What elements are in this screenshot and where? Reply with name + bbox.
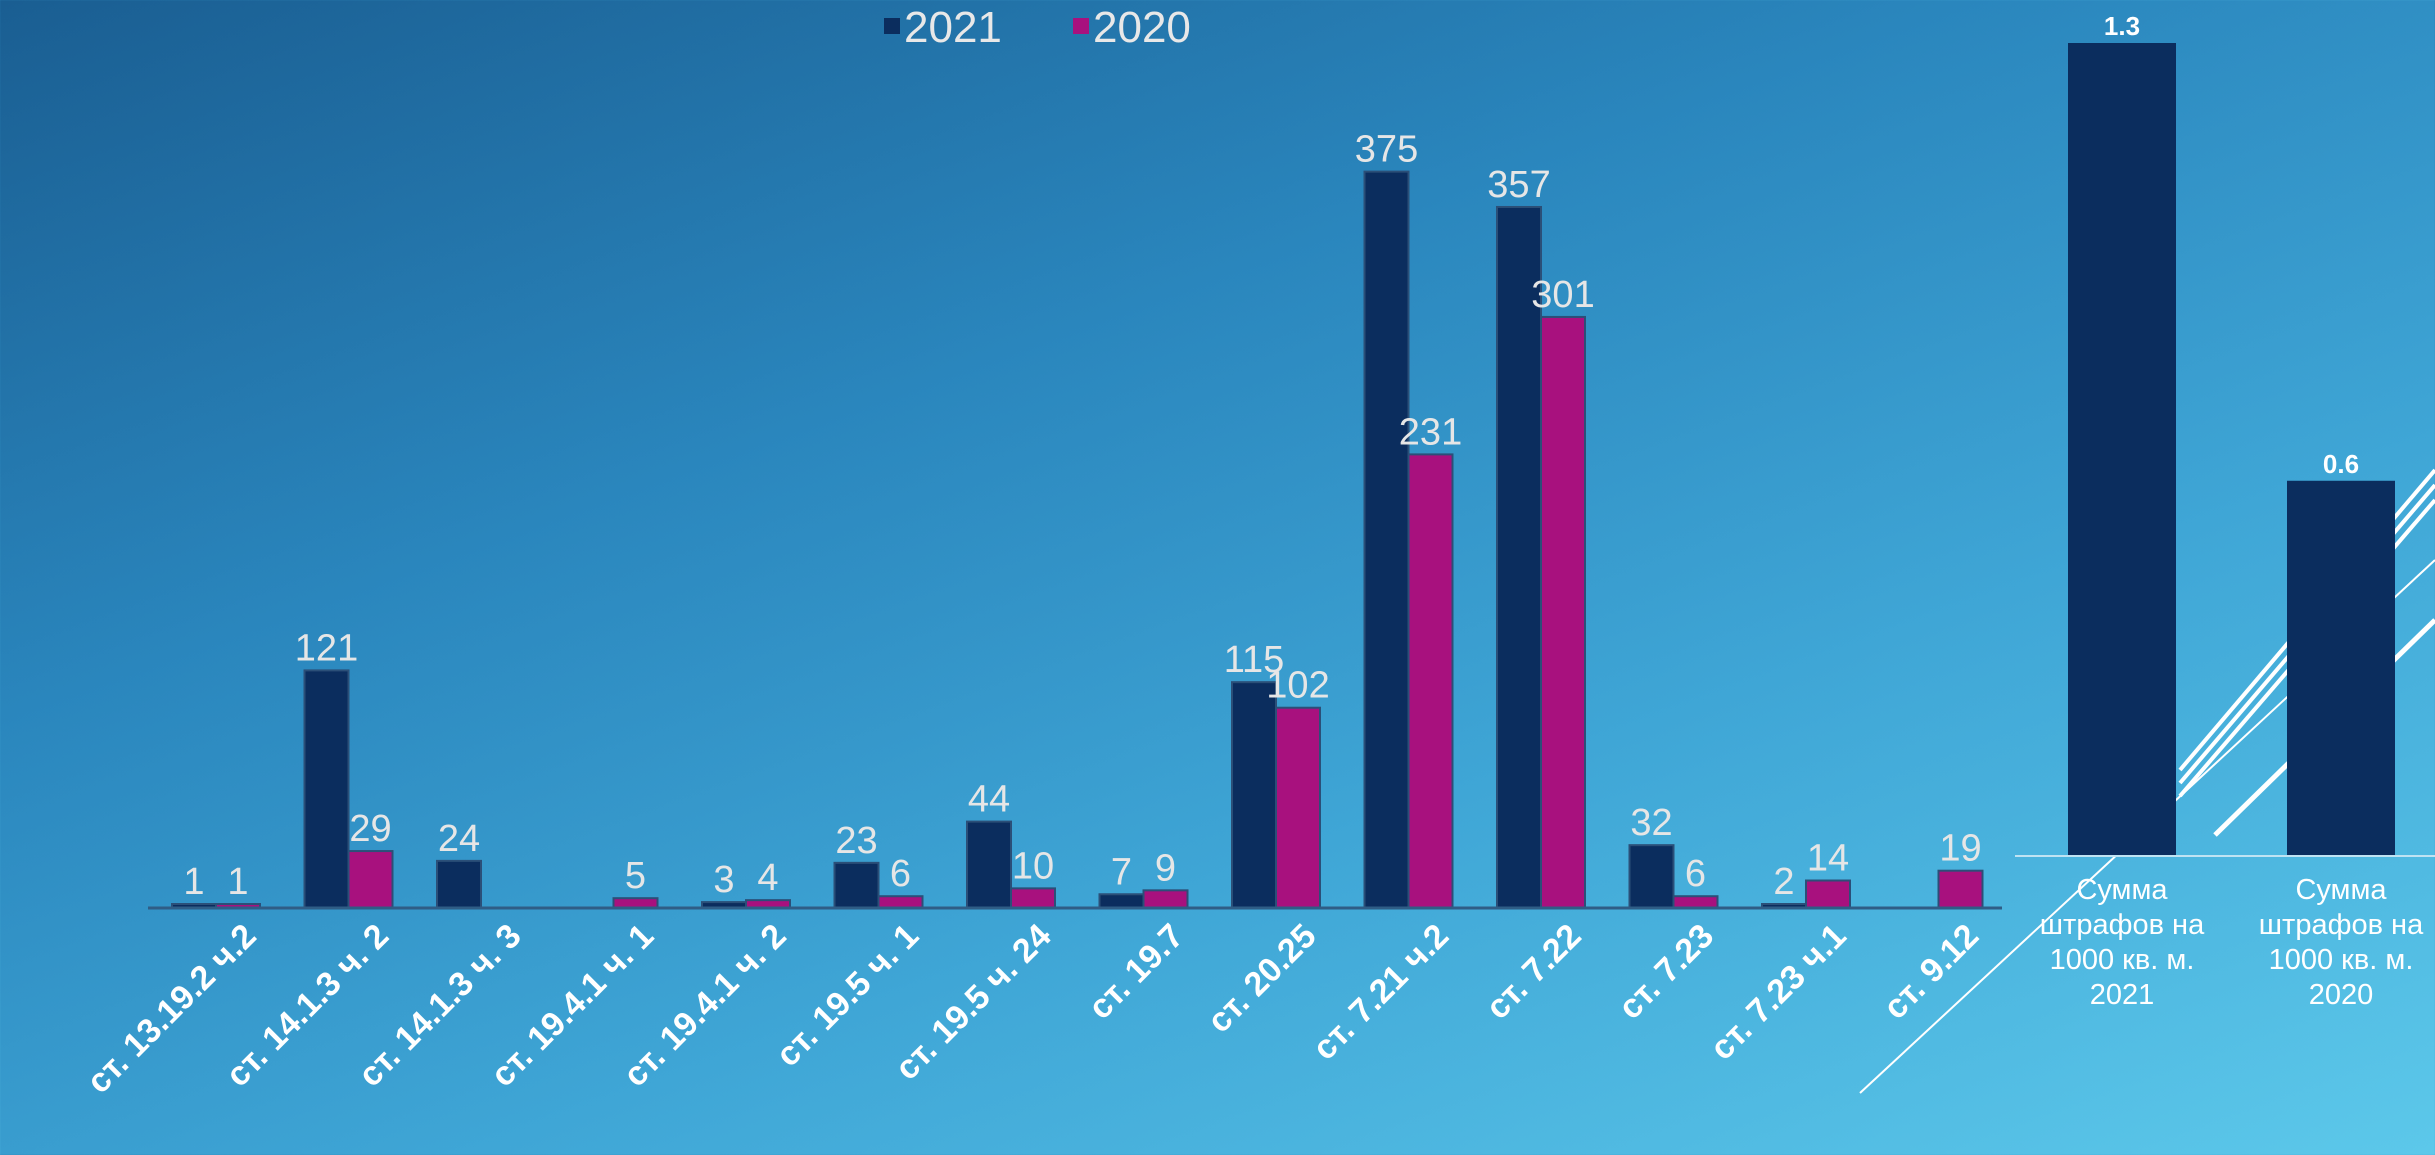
data-label: 2: [1773, 861, 1794, 903]
legend: 2021 2020: [884, 3, 1191, 52]
data-label: 9: [1155, 847, 1176, 889]
data-label: 6: [1685, 853, 1706, 895]
data-label: 121: [295, 627, 358, 669]
bar-2021-11: [1628, 844, 1675, 909]
data-label: 6: [890, 853, 911, 895]
category-label: Сумма штрафов на 1000 кв. м. 2020: [2241, 873, 2435, 1013]
bar-2020-8: [1275, 706, 1321, 910]
category-label-line: штрафов на: [2258, 909, 2424, 941]
legend-label-2021: 2021: [904, 3, 1002, 52]
bar-2020-13: [1937, 869, 1984, 910]
data-label: 102: [1266, 665, 1329, 707]
data-label: 44: [968, 779, 1010, 821]
bar-2021-9: [1363, 170, 1410, 910]
bar-2021-5: [833, 861, 880, 909]
data-labels: 1.3 0.6: [2104, 11, 2359, 479]
data-label: 4: [757, 857, 778, 899]
category-label-line: 1000 кв. м.: [2049, 944, 2195, 976]
data-label: 375: [1355, 129, 1418, 171]
bar-2020-9: [1407, 453, 1454, 909]
data-label: 3: [713, 859, 734, 901]
category-label-line: штрафов на: [2039, 909, 2205, 941]
data-label: 301: [1531, 274, 1594, 316]
data-label: 14: [1807, 838, 1849, 880]
category-label-line: 1000 кв. м.: [2268, 944, 2414, 976]
bars: [2068, 43, 2395, 856]
data-label: 10: [1012, 845, 1054, 887]
data-label: 32: [1630, 802, 1672, 844]
legend-label-2020: 2020: [1093, 3, 1191, 52]
category-label-line: 2020: [2308, 979, 2374, 1011]
bar-1: [2287, 480, 2395, 856]
legend-swatch-2020: [1073, 18, 1089, 34]
data-label: 7: [1111, 851, 1132, 893]
data-label: 29: [349, 808, 391, 850]
data-label: 5: [625, 855, 646, 897]
category-label-line: 2021: [2089, 979, 2155, 1011]
bar-2021-8: [1231, 681, 1277, 909]
data-label: 1.3: [2104, 11, 2140, 41]
category-label-line: Сумма: [2295, 874, 2387, 906]
data-label: 1: [227, 861, 248, 903]
data-label: 357: [1487, 164, 1550, 206]
data-label: 1: [183, 861, 204, 903]
data-label: 231: [1399, 411, 1462, 453]
data-label: 23: [835, 820, 877, 862]
data-label: 115: [1224, 639, 1285, 681]
data-label: 19: [1939, 828, 1981, 870]
data-label: 24: [438, 818, 480, 860]
bar-2020-10: [1540, 315, 1586, 910]
bar-2021-10: [1496, 205, 1542, 909]
category-label-line: Сумма: [2076, 874, 2168, 906]
legend-swatch-2021: [884, 18, 900, 34]
bar-2020-12: [1805, 879, 1851, 910]
data-label: 0.6: [2323, 449, 2359, 479]
bars: [171, 170, 1984, 910]
category-label: Сумма штрафов на 1000 кв. м. 2021: [2022, 873, 2222, 1013]
bar-0: [2068, 43, 2176, 856]
